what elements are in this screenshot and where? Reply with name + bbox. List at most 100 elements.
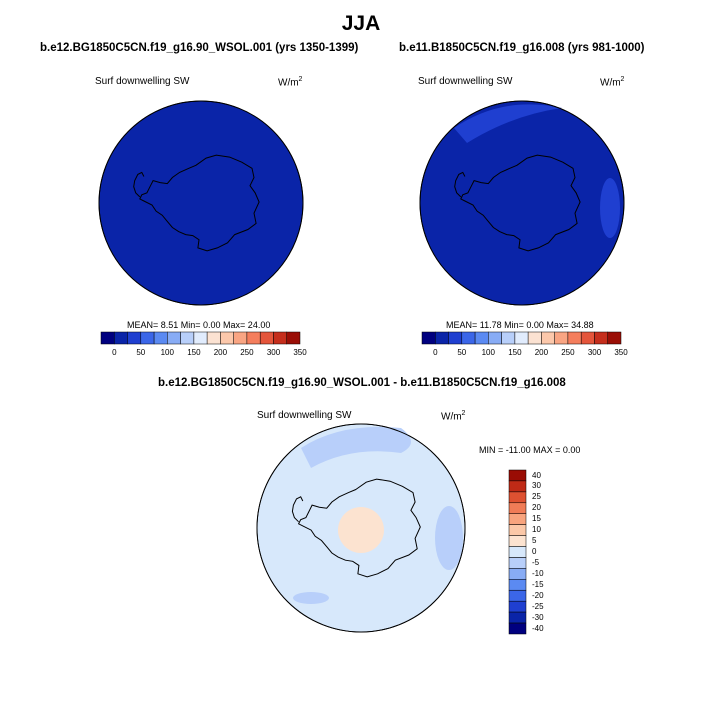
colorbar-2-swatch: [514, 331, 529, 345]
colorbar-1-swatch: [167, 331, 181, 345]
diff-units-label: W/m2: [441, 410, 466, 423]
colorbar-1-swatch: [193, 331, 208, 345]
colorbar-1-swatch: [140, 331, 155, 345]
diff-colorbar-tick-label: -5: [532, 557, 540, 567]
colorbar-2-tick-label: 0: [433, 348, 438, 357]
colorbar-2-tick-label: 250: [561, 348, 575, 357]
diff-colorbar-tick-label: -10: [532, 568, 544, 578]
diff-colorbar-swatch: [508, 469, 527, 482]
diff-colorbar-swatch: [508, 622, 527, 635]
colorbar-1-swatch: [153, 331, 168, 345]
colorbar-1-tick-label: 150: [187, 348, 201, 357]
map-3-antarctica-coastline: [297, 478, 421, 578]
colorbar-1-swatch: [286, 331, 301, 345]
map-1-outline: [98, 100, 304, 306]
diff-colorbar-swatch: [508, 524, 527, 536]
colorbar-2-tick-label: 350: [614, 348, 628, 357]
map-2-field-patch-0: [454, 104, 562, 143]
map-1-disk: [98, 100, 304, 306]
map-3-field-patch-1: [435, 506, 463, 570]
map-2-field-patch-1: [600, 178, 620, 238]
diff-colorbar-swatch: [508, 590, 527, 602]
diff-colorbar-tick-label: 40: [532, 470, 541, 480]
panel1-title: b.e12.BG1850C5CN.f19_g16.90_WSOL.001 (yr…: [40, 42, 359, 54]
colorbar-1-tick-label: 0: [112, 348, 117, 357]
diff-colorbar-tick-label: 15: [532, 514, 541, 524]
map-2-disk: [419, 100, 625, 306]
colorbar-2-swatch: [461, 331, 476, 345]
diff-colorbar-tick-label: 25: [532, 492, 541, 502]
map-3-peninsula-coastline: [291, 496, 304, 523]
diff-variable-label: Surf downwelling SW: [257, 410, 352, 421]
colorbar-1-swatch: [127, 331, 142, 345]
map-3-field-patch-0: [301, 426, 411, 468]
diff-colorbar-tick-label: 20: [532, 503, 541, 513]
colorbar-2-tick-label: 100: [481, 348, 495, 357]
map-1-antarctica-coastline: [139, 154, 260, 252]
diff-colorbar-swatch: [508, 579, 527, 591]
colorbar-2-tick-label: 50: [457, 348, 467, 357]
panel1-units-label: W/m2: [278, 76, 303, 89]
colorbar-1-swatch: [220, 331, 234, 345]
diff-colorbar-tick-label: 10: [532, 525, 541, 535]
colorbar-2-swatch: [421, 331, 436, 345]
diff-colorbar-swatch: [508, 546, 527, 558]
colorbar-1-swatch: [273, 331, 288, 345]
diff-colorbar-tick-label: -40: [532, 623, 544, 633]
colorbar-2-tick-label: 150: [508, 348, 522, 357]
map-3-field-patch-2: [293, 592, 329, 604]
colorbar-2-swatch: [607, 331, 622, 345]
colorbar-2-swatch: [554, 331, 569, 345]
colorbar-1-tick-label: 200: [213, 348, 228, 357]
diff-panel-title: b.e12.BG1850C5CN.f19_g16.90_WSOL.001 - b…: [158, 377, 566, 389]
panel2-variable-label: Surf downwelling SW: [418, 76, 513, 87]
diff-colorbar-tick-label: -25: [532, 601, 544, 611]
diff-colorbar-swatch: [508, 491, 527, 504]
diff-colorbar-swatch: [508, 600, 527, 613]
page-title: JJA: [341, 12, 381, 35]
colorbar-1-swatch: [180, 331, 195, 345]
colorbar-2-swatch: [594, 331, 609, 345]
diff-colorbar-tick-label: 5: [532, 536, 537, 546]
diff-colorbar-swatch: [508, 502, 527, 514]
colorbar-2-swatch: [541, 331, 555, 345]
map-1-peninsula-coastline: [133, 171, 145, 198]
diff-colorbar-tick-label: -15: [532, 579, 544, 589]
colorbar-1-tick-label: 50: [136, 348, 146, 357]
colorbar-1-tick-label: 350: [293, 348, 307, 357]
colorbar-1-tick-label: 300: [266, 348, 281, 357]
panel2-title: b.e11.B1850C5CN.f19_g16.008 (yrs 981-100…: [399, 42, 645, 54]
diff-colorbar-swatch: [508, 611, 527, 624]
diff-colorbar-tick-label: -20: [532, 590, 544, 600]
panel1-variable-label: Surf downwelling SW: [95, 76, 190, 87]
diff-colorbar-swatch: [508, 513, 527, 525]
diff-colorbar-swatch: [508, 568, 527, 580]
diff-colorbar-swatch: [508, 480, 527, 493]
panel2-units-label: W/m2: [600, 76, 625, 89]
panel2-stats: MEAN= 11.78 Min= 0.00 Max= 34.88: [446, 320, 594, 330]
colorbar-1-swatch: [114, 331, 128, 345]
map-3-field-patch-3: [338, 507, 384, 553]
colorbar-1-swatch: [259, 331, 274, 345]
diff-colorbar-tick-label: 0: [532, 547, 537, 556]
diff-colorbar-swatch: [508, 535, 527, 547]
colorbar-1-tick-label: 250: [240, 348, 254, 357]
colorbar-1-swatch: [206, 331, 221, 345]
colorbar-1-tick-label: 100: [160, 348, 174, 357]
colorbar-2-swatch: [567, 331, 582, 345]
diff-colorbar-tick-label: -30: [532, 612, 544, 622]
colorbar-2-swatch: [501, 331, 516, 345]
colorbar-2-swatch: [488, 331, 502, 345]
diff-stats: MIN = -11.00 MAX = 0.00: [479, 445, 581, 455]
colorbar-1-swatch: [233, 331, 248, 345]
diff-colorbar-swatch: [508, 557, 527, 569]
diff-colorbar-tick-label: 30: [532, 481, 541, 491]
colorbar-2-swatch: [448, 331, 463, 345]
colorbar-2-tick-label: 300: [587, 348, 602, 357]
colorbar-1-swatch: [246, 331, 261, 345]
panel1-stats: MEAN= 8.51 Min= 0.00 Max= 24.00: [127, 320, 271, 330]
colorbar-2-swatch: [435, 331, 449, 345]
colorbar-2-swatch: [580, 331, 595, 345]
map-2-peninsula-coastline: [454, 171, 466, 198]
